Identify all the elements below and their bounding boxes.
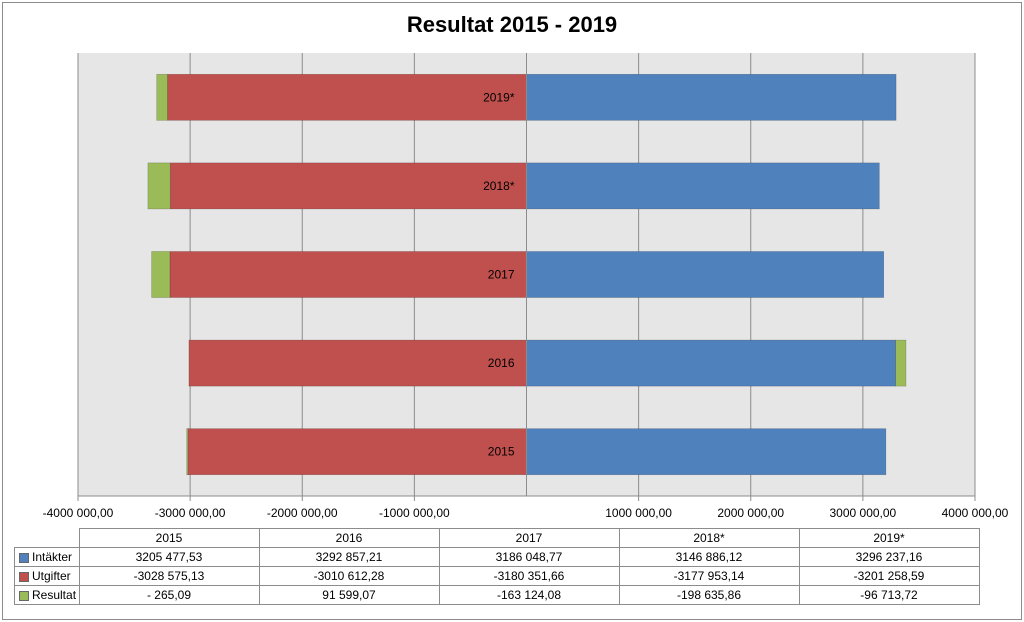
table-cell: 3186 048,77 [438,547,620,567]
bar-utgifter [186,428,527,476]
bar-chart: -4000 000,00 -3000 000,00 -2000 000,00 -100… [43,53,1009,520]
table-cell: -96 713,72 [798,585,980,605]
table-cell: - 265,09 [78,585,260,605]
category-label: 2018* [483,179,515,193]
bar-resultat [895,339,907,387]
category-label: 2016 [488,356,515,370]
table-col-header: 2017 [438,528,620,548]
x-tick-label: -4000 000,00 [43,506,114,520]
legend-key [19,552,29,563]
bar-resultat [186,428,189,476]
table-row: Intäkter 3205 477,53 3292 857,21 3186 048,7… [14,547,980,567]
table-cell: 3146 886,12 [618,547,800,567]
table-cell: -3180 351,66 [438,566,620,586]
table-cell: -3010 612,28 [258,566,440,586]
bar-utgifter [167,73,527,121]
bar-intäkter [526,251,885,298]
bar-intäkter [526,339,897,387]
bar-resultat [151,251,171,298]
bar-intäkter [526,428,887,476]
bar-resultat [156,73,168,121]
legend-entry: Resultat [14,585,80,605]
x-tick-label: 3000 000,00 [830,506,897,520]
legend-label: Utgifter [32,569,71,583]
table-col-header: 2019* [798,528,980,548]
table-row: Utgifter -3028 575,13 -3010 612,28 -3180 35… [14,566,980,586]
chart-title: Resultat 2015 - 2019 [406,12,618,37]
table-col-header: 2018* [618,528,800,548]
x-tick-label: -2000 000,00 [267,506,338,520]
table-col-header: 2016 [258,528,440,548]
table-cell: 3205 477,53 [78,547,260,567]
bar-resultat [147,162,171,210]
bar-utgifter [188,339,527,387]
legend-entry: Intäkter [14,547,80,567]
legend-entry: Utgifter [14,566,80,586]
bar-intäkter [526,73,897,121]
table-cell: 3292 857,21 [258,547,440,567]
legend-label: Resultat [32,588,77,602]
x-tick-label: -3000 000,00 [155,506,226,520]
table-cell: 3296 237,16 [798,547,980,567]
legend-label: Intäkter [32,550,73,564]
table-row: Resultat - 265,09 91 599,07 -163 124,08 -198… [14,585,980,605]
category-label: 2015 [488,445,515,459]
table-corner [15,529,80,548]
data-table: 2015 2016 2017 2018* 2019* Intäkter 3205 477,5… [14,528,980,605]
category-label: 2019* [483,90,515,104]
bar-utgifter [169,251,527,298]
table-cell: -3028 575,13 [78,566,260,586]
category-label: 2017 [488,268,515,282]
x-tick-label: -1000 000,00 [379,506,450,520]
table-cell: -3177 953,14 [618,566,800,586]
x-tick-label: 4000 000,00 [942,506,1009,520]
x-tick-label: 2000 000,00 [717,506,784,520]
bar-utgifter [169,162,527,210]
bar-intäkter [526,162,880,210]
table-cell: -198 635,86 [618,585,800,605]
table-col-header: 2015 [78,528,260,548]
table-cell: 91 599,07 [258,585,440,605]
legend-key [19,590,29,601]
table-cell: -3201 258,59 [798,566,980,586]
table-cell: -163 124,08 [438,585,620,605]
x-tick-label: 1000 000,00 [605,506,672,520]
legend-key [19,571,29,582]
